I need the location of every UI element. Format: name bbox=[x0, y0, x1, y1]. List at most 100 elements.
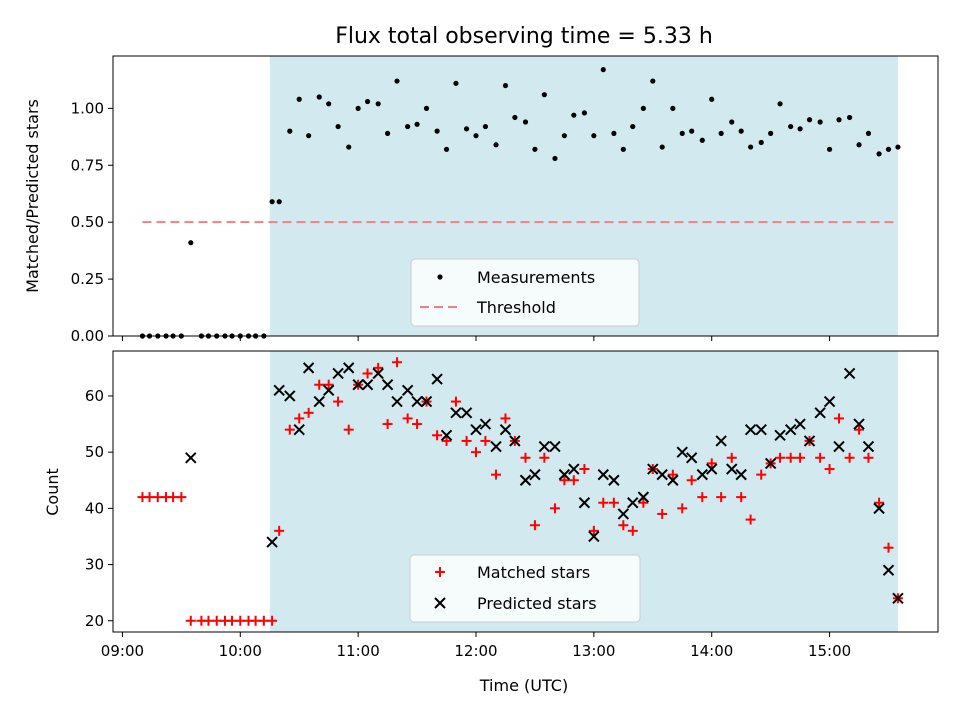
measurement-point bbox=[335, 123, 341, 130]
predicted-star-point-b bbox=[568, 463, 580, 475]
predicted-star-point bbox=[431, 373, 443, 385]
predicted-star-point-b bbox=[352, 379, 364, 391]
matched-star-point bbox=[745, 514, 756, 525]
predicted-star-point-b bbox=[499, 423, 512, 436]
predicted-star-point-b bbox=[685, 452, 698, 464]
measurement-point bbox=[512, 114, 518, 121]
measurement-point bbox=[269, 199, 275, 205]
measurement-point bbox=[748, 144, 754, 150]
predicted-star-point-b bbox=[744, 423, 757, 436]
measurement-point bbox=[326, 101, 332, 107]
legend-predicted-label: Predicted stars bbox=[477, 594, 597, 613]
predicted-star-point bbox=[411, 395, 423, 408]
predicted-star-point bbox=[450, 407, 462, 419]
predicted-star-point bbox=[479, 418, 492, 430]
matched-star-point bbox=[480, 435, 491, 446]
predicted-star-point bbox=[647, 463, 659, 475]
measurement-point bbox=[571, 112, 577, 118]
measurement-point bbox=[865, 130, 872, 136]
matched-star-point bbox=[568, 475, 579, 486]
matched-star-point bbox=[432, 430, 443, 441]
predicted-star-point-b bbox=[538, 440, 551, 453]
matched-star-point bbox=[500, 413, 511, 424]
matched-star-point bbox=[520, 452, 531, 463]
matched-star-point bbox=[314, 379, 325, 390]
matched-star-point bbox=[795, 452, 806, 463]
predicted-star-point bbox=[578, 497, 591, 509]
predicted-star-point bbox=[519, 474, 532, 486]
measurement-point bbox=[659, 144, 665, 150]
measurement-point bbox=[188, 240, 194, 246]
predicted-star-point bbox=[284, 390, 296, 402]
top-y-tick-label: 0.75 bbox=[71, 156, 104, 174]
predicted-star-point-b bbox=[302, 362, 315, 374]
predicted-star-point bbox=[568, 463, 580, 475]
measurement-point bbox=[797, 126, 803, 132]
predicted-star-point bbox=[656, 468, 668, 481]
measurement-point bbox=[885, 146, 892, 152]
predicted-star-point-b bbox=[726, 463, 738, 475]
predicted-star-point-b bbox=[509, 435, 521, 447]
measurement-point bbox=[443, 146, 450, 152]
measurement-point bbox=[364, 98, 371, 105]
measurement-point bbox=[600, 67, 606, 73]
measurement-point bbox=[718, 130, 724, 136]
predicted-star-point bbox=[676, 446, 688, 458]
predicted-star-point bbox=[266, 536, 278, 548]
matched-star-point bbox=[529, 520, 540, 531]
predicted-star-point-b bbox=[322, 384, 335, 397]
measurement-point bbox=[493, 142, 499, 148]
matched-star-point bbox=[294, 413, 305, 424]
predicted-star-point-b bbox=[833, 440, 845, 453]
predicted-star-point-b bbox=[381, 379, 394, 391]
measurement-point bbox=[591, 133, 597, 139]
predicted-star-point-b bbox=[715, 435, 727, 447]
measurement-point bbox=[552, 155, 558, 162]
predicted-star-point bbox=[597, 468, 609, 481]
matched-star-point bbox=[402, 413, 413, 424]
predicted-star-point bbox=[332, 367, 344, 380]
legend-threshold-label: Threshold bbox=[476, 298, 556, 317]
predicted-star-point-b bbox=[784, 423, 797, 436]
matched-star-point bbox=[373, 362, 384, 373]
bottom-x-tick-label: 11:00 bbox=[337, 642, 380, 660]
bottom-x-tick-label: 15:00 bbox=[808, 642, 851, 660]
matched-star-point bbox=[471, 447, 481, 458]
predicted-star-point-b bbox=[372, 367, 384, 380]
predicted-star-point-b bbox=[764, 457, 777, 470]
predicted-star-point-b bbox=[794, 418, 806, 430]
predicted-star-point-b bbox=[273, 384, 285, 397]
measurement-point bbox=[316, 94, 322, 100]
measurement-point bbox=[640, 105, 646, 111]
predicted-star-point-b bbox=[549, 440, 561, 453]
matched-star-point bbox=[874, 497, 885, 508]
predicted-star-point bbox=[549, 440, 561, 453]
predicted-star-point bbox=[322, 384, 335, 397]
bottom-y-tick-label: 60 bbox=[85, 387, 104, 405]
top-y-tick-label: 1.00 bbox=[71, 99, 104, 117]
matched-star-point bbox=[608, 497, 619, 508]
predicted-star-point-b bbox=[440, 429, 453, 442]
measurement-point bbox=[502, 82, 509, 89]
predicted-star-point bbox=[372, 367, 384, 380]
predicted-star-point-b bbox=[431, 373, 443, 385]
predicted-star-point bbox=[361, 379, 374, 391]
predicted-star-point bbox=[470, 423, 482, 436]
matched-star-point bbox=[697, 492, 708, 503]
predicted-star-point-b bbox=[774, 429, 786, 442]
measurement-point bbox=[670, 105, 676, 111]
predicted-star-point-b bbox=[755, 423, 767, 436]
measurement-point bbox=[788, 123, 794, 130]
matched-star-point bbox=[854, 424, 865, 435]
matched-star-point bbox=[815, 452, 826, 463]
measurement-point bbox=[620, 146, 626, 152]
y-axis-label-top: Matched/Predicted stars bbox=[23, 99, 42, 293]
measurement-point bbox=[561, 133, 567, 139]
predicted-star-point-b bbox=[814, 407, 826, 419]
measurement-point bbox=[385, 130, 391, 136]
predicted-star-point-b bbox=[519, 474, 532, 486]
predicted-star-point bbox=[862, 440, 875, 453]
matched-star-point bbox=[588, 525, 599, 536]
predicted-star-point bbox=[774, 429, 786, 442]
measurement-point bbox=[738, 128, 744, 134]
